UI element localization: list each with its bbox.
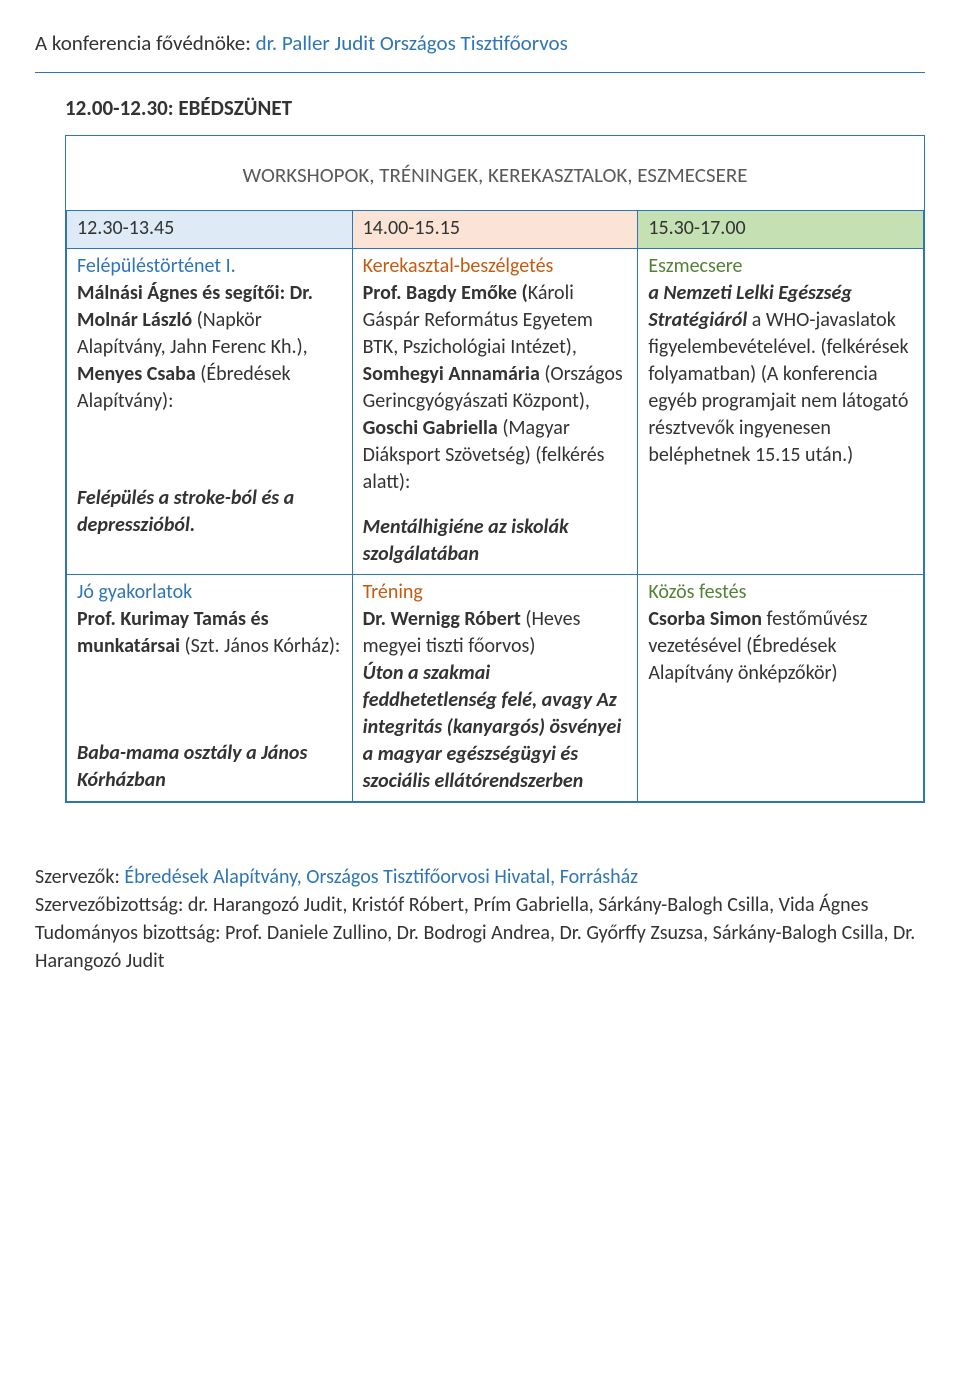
time-row: 12.30-13.45 14.00-15.15 15.30-17.00	[67, 211, 924, 249]
cell-r1c3: Eszmecsere a Nemzeti Lelki Egészség Stra…	[638, 249, 924, 575]
cell-r2c1-subtitle: Baba-mama osztály a János Kórházban	[77, 741, 307, 792]
session-row-1: Felépüléstörténet I. Málnási Ágnes és se…	[67, 249, 924, 575]
cell-r2c2-body: Dr. Wernigg Róbert (Heves megyei tiszti …	[363, 607, 622, 793]
cell-r1c2: Kerekasztal-beszélgetés Prof. Bagdy Emők…	[352, 249, 638, 575]
lunch-break-title: 12.00-12.30: EBÉDSZÜNET	[65, 95, 925, 121]
cell-r2c1-body: Prof. Kurimay Tamás és munkatársai (Szt.…	[77, 607, 340, 658]
cell-r2c3: Közös festés Csorba Simon festőművész ve…	[638, 575, 924, 802]
header-patron-title: Országos Tisztifőorvos	[375, 30, 568, 56]
cell-r1c2-title: Kerekasztal-beszélgetés	[363, 254, 554, 278]
workshop-box: WORKSHOPOK, TRÉNINGEK, KEREKASZTALOK, ES…	[65, 135, 925, 803]
cell-r1c2-subtitle: Mentálhigiéne az iskolák szolgálatában	[363, 515, 569, 566]
page-header: A konferencia fővédnöke: dr. Paller Judi…	[35, 30, 925, 56]
header-prefix: A konferencia fővédnöke:	[35, 30, 256, 56]
cell-r1c3-title: Eszmecsere	[648, 254, 742, 278]
time-col1: 12.30-13.45	[67, 211, 353, 249]
workshop-box-title: WORKSHOPOK, TRÉNINGEK, KEREKASZTALOK, ES…	[66, 136, 924, 210]
cell-r1c3-body: a Nemzeti Lelki Egészség Stratégiáról a …	[648, 281, 908, 467]
cell-r1c1-subtitle: Felépülés a stroke-ból és a depresszióbó…	[77, 486, 294, 537]
time-col2: 14.00-15.15	[352, 211, 638, 249]
cell-r2c1-title: Jó gyakorlatok	[77, 580, 192, 604]
cell-r1c1-body: Málnási Ágnes és segítői: Dr. Molnár Lás…	[77, 281, 313, 413]
cell-r2c3-body: Csorba Simon festőművész vezetésével (Éb…	[648, 607, 867, 685]
session-row-2: Jó gyakorlatok Prof. Kurimay Tamás és mu…	[67, 575, 924, 802]
cell-r2c1: Jó gyakorlatok Prof. Kurimay Tamás és mu…	[67, 575, 353, 802]
footer-committee: Szervezőbizottság: dr. Harangozó Judit, …	[35, 891, 925, 919]
header-patron-name: dr. Paller Judit	[256, 30, 376, 56]
time-col3: 15.30-17.00	[638, 211, 924, 249]
schedule-table: 12.30-13.45 14.00-15.15 15.30-17.00 Felé…	[66, 210, 924, 802]
footer-organizers: Szervezők: Ébredések Alapítvány, Országo…	[35, 863, 925, 891]
cell-r1c1-title: Felépüléstörténet I.	[77, 254, 236, 278]
footer: Szervezők: Ébredések Alapítvány, Országo…	[35, 863, 925, 975]
footer-scientific: Tudományos bizottság: Prof. Daniele Zull…	[35, 919, 925, 975]
cell-r2c2: Tréning Dr. Wernigg Róbert (Heves megyei…	[352, 575, 638, 802]
cell-r1c2-body: Prof. Bagdy Emőke (Károli Gáspár Reformá…	[363, 281, 623, 494]
header-divider	[35, 72, 925, 73]
footer-organizers-list: Ébredések Alapítvány, Országos Tisztifőo…	[124, 865, 638, 889]
cell-r2c2-title: Tréning	[363, 580, 423, 604]
footer-organizers-label: Szervezők:	[35, 865, 124, 889]
cell-r2c3-title: Közös festés	[648, 580, 746, 604]
cell-r1c1: Felépüléstörténet I. Málnási Ágnes és se…	[67, 249, 353, 575]
